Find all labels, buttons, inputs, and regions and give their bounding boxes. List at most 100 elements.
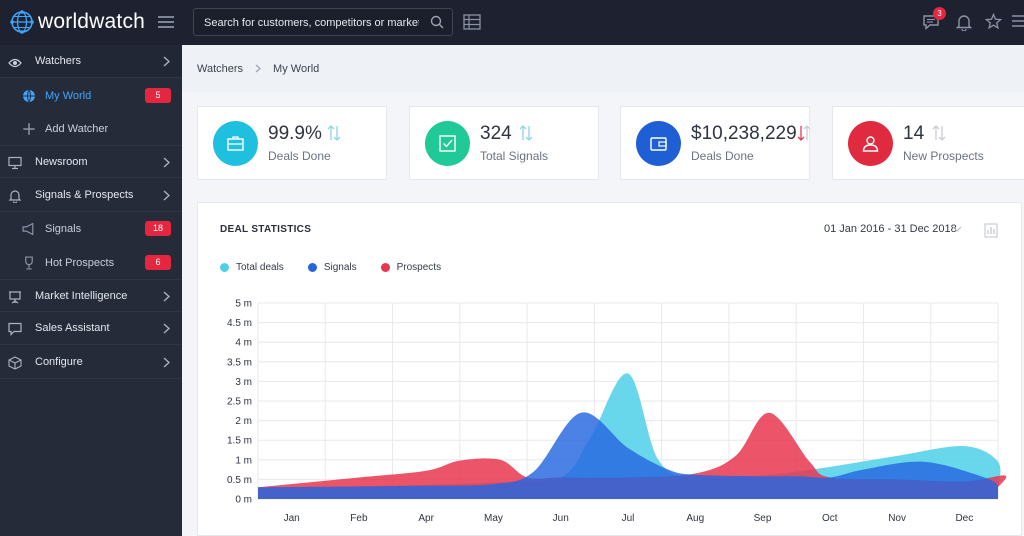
x-tick-label: Dec [955, 513, 973, 524]
x-tick-label: Jul [622, 513, 635, 524]
stat-label: Total Signals [480, 149, 549, 163]
legend-label: Prospects [396, 262, 442, 273]
bell-icon[interactable] [956, 13, 972, 31]
legend-label: Total deals [236, 262, 284, 273]
sidebar-item-label: Signals & Prospects [35, 189, 134, 201]
panel-title: DEAL STATISTICS [220, 224, 312, 235]
top-bar: worldwatch 3 [0, 0, 1024, 45]
area-series-prospects [258, 412, 1007, 499]
sidebar-item-my-world[interactable]: My World 5 [0, 79, 182, 112]
sidebar-item-sales-assistant[interactable]: Sales Assistant [0, 312, 182, 345]
sidebar-item-label: Hot Prospects [45, 256, 115, 269]
sidebar-item-signals-prospects[interactable]: Signals & Prospects [0, 179, 182, 212]
stat-label: New Prospects [903, 149, 984, 163]
date-range-picker[interactable]: 01 Jan 2016 - 31 Dec 2018 [824, 223, 957, 235]
breadcrumb-root[interactable]: Watchers [197, 62, 244, 75]
count-badge: 18 [145, 221, 171, 236]
stat-value: 324 [480, 123, 512, 144]
x-tick-label: Sep [754, 513, 772, 524]
sidebar-item-watchers[interactable]: Watchers [0, 45, 182, 78]
legend-item[interactable]: Prospects [380, 262, 442, 273]
list-view-icon[interactable] [463, 14, 481, 30]
chevron-right-icon [163, 323, 170, 334]
notifications-badge: 3 [933, 7, 946, 20]
count-badge: 6 [145, 255, 171, 270]
megaphone-icon [22, 222, 34, 236]
y-tick-label: 3 m [235, 377, 252, 388]
sidebar-item-label: Market Intelligence [35, 289, 128, 302]
menu-toggle-icon[interactable] [158, 16, 174, 28]
chevron-right-icon [255, 64, 261, 73]
sidebar-item-market-intelligence[interactable]: Market Intelligence [0, 279, 182, 312]
legend-dot [307, 263, 317, 272]
chat-bubble-icon [8, 322, 22, 336]
sidebar-item-add-watcher[interactable]: Add Watcher [0, 112, 182, 145]
area-series-total-deals [258, 373, 1001, 499]
stat-circle [848, 121, 893, 166]
monitor-icon [8, 156, 22, 170]
sidebar-item-newsroom[interactable]: Newsroom [0, 145, 182, 178]
y-tick-label: 1.5 m [227, 436, 252, 447]
chart-settings-icon[interactable] [984, 223, 998, 238]
search-box [193, 8, 453, 36]
search-icon[interactable] [430, 15, 444, 29]
stat-circle [425, 121, 470, 166]
sidebar-item-label: Watchers [35, 55, 82, 67]
checkbox-icon [439, 135, 456, 152]
legend-dot [380, 263, 390, 272]
wallet-icon [650, 137, 667, 151]
stat-label: Deals Done [691, 149, 754, 163]
sidebar: Watchers My World 5 Add Watcher Newsroom… [0, 45, 182, 536]
stat-value: 99.9% [268, 123, 322, 144]
globe-logo-icon [10, 10, 34, 34]
more-menu-icon[interactable] [1012, 13, 1024, 29]
stat-card-deals-done: 99.9% Deals Done [197, 106, 387, 180]
search-input[interactable] [204, 14, 419, 32]
chevron-right-icon [163, 357, 170, 368]
plus-icon [23, 123, 35, 135]
sidebar-item-label: Signals [45, 222, 82, 235]
y-tick-label: 2 m [235, 416, 252, 427]
y-tick-label: 5 m [235, 299, 252, 310]
x-tick-label: Nov [888, 513, 906, 524]
x-tick-label: Feb [350, 513, 368, 524]
x-tick-label: Jun [553, 513, 569, 524]
brand-name: worldwatch [38, 10, 146, 33]
deal-statistics-panel: DEAL STATISTICS 01 Jan 2016 - 31 Dec 201… [197, 202, 1022, 536]
star-icon[interactable] [985, 13, 1002, 30]
stat-value: $10,238,229 [691, 123, 797, 144]
sidebar-item-label: My World [45, 89, 92, 102]
brand[interactable]: worldwatch [10, 7, 145, 37]
sidebar-item-label: Sales Assistant [35, 322, 110, 334]
sort-arrows-icon [797, 125, 811, 141]
stat-circle [636, 121, 681, 166]
x-tick-label: May [484, 513, 503, 524]
stat-card-total-signals: 324 Total Signals [409, 106, 599, 180]
breadcrumb-current: My World [273, 62, 320, 75]
chevron-down-icon[interactable] [952, 226, 962, 232]
sort-arrows-icon [327, 125, 341, 141]
x-tick-label: Aug [686, 513, 704, 524]
y-tick-label: 0.5 m [227, 475, 252, 486]
area-series-signals [258, 412, 998, 499]
sidebar-item-configure[interactable]: Configure [0, 346, 182, 379]
sidebar-item-signals[interactable]: Signals 18 [0, 212, 182, 245]
legend-dot [220, 263, 229, 272]
stat-card-new-prospects: 14 New Prospects [832, 106, 1024, 180]
sort-arrows-icon [932, 125, 946, 141]
sidebar-item-label: Add Watcher [45, 122, 109, 135]
stat-label: Deals Done [268, 149, 331, 163]
y-tick-label: 2.5 m [227, 397, 252, 408]
y-tick-label: 3.5 m [227, 357, 252, 368]
eye-icon [8, 58, 22, 68]
user-icon [862, 136, 879, 152]
legend-item[interactable]: Total deals [220, 262, 284, 273]
stat-circle [213, 121, 258, 166]
sidebar-item-label: Configure [35, 356, 83, 368]
globe-icon [23, 89, 35, 103]
box-icon [8, 356, 22, 370]
legend-label: Signals [323, 262, 357, 273]
legend-item[interactable]: Signals [307, 262, 357, 273]
deal-statistics-chart: 0 m 0.5 m 1 m 1.5 m 2 m 2.5 m 3 m 3.5 m 4 m 4.5 m… [227, 299, 1007, 524]
sidebar-item-hot-prospects[interactable]: Hot Prospects 6 [0, 246, 182, 279]
